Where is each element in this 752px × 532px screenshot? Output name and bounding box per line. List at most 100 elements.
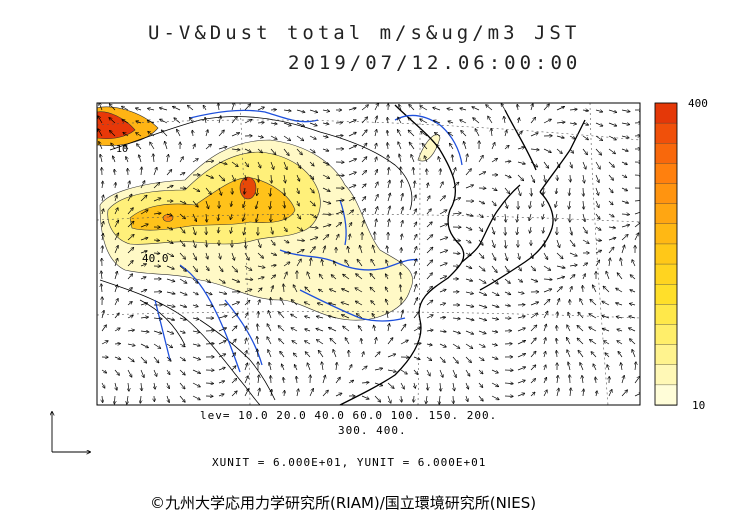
wind-vector: [570, 161, 572, 168]
wind-vector: [569, 148, 573, 153]
wind-vector: [530, 118, 535, 124]
wind-vector: [621, 110, 630, 112]
wind-vector: [257, 161, 261, 168]
wind-vector: [452, 369, 456, 377]
wind-vector: [635, 362, 636, 371]
wind-vector: [517, 147, 524, 149]
colorbar-segment: [654, 143, 678, 165]
wind-vector: [370, 274, 376, 280]
wind-vector: [179, 173, 185, 175]
wind-vector: [413, 369, 418, 374]
wind-vector: [341, 302, 350, 306]
wind-vector: [634, 377, 640, 384]
wind-vector: [387, 370, 396, 372]
wind-vector: [127, 302, 132, 306]
wind-vector: [478, 226, 483, 231]
wind-vector: [517, 292, 524, 293]
wind-vector: [491, 252, 496, 260]
wind-vector: [361, 130, 367, 137]
wind-vector: [101, 271, 102, 280]
wind-vector: [386, 274, 388, 280]
wind-vector: [437, 145, 441, 150]
wind-vector: [629, 328, 636, 332]
wind-vector: [530, 161, 537, 167]
wind-vector: [426, 344, 432, 345]
wind-vector: [542, 200, 544, 206]
wind-vector: [114, 357, 121, 359]
wind-vector: [218, 341, 226, 345]
wind-vector: [420, 119, 428, 124]
wind-vector: [192, 382, 200, 387]
wind-vector: [465, 317, 474, 320]
wind-vector: [531, 252, 533, 258]
wind-vector: [309, 122, 317, 126]
wind-vector: [296, 226, 303, 231]
wind-vector: [258, 375, 259, 384]
wind-vector: [335, 393, 342, 397]
wind-vector: [206, 252, 208, 259]
wind-vector: [621, 245, 625, 254]
wind-vector: [244, 363, 247, 371]
wind-vector: [374, 207, 378, 215]
wind-vector: [517, 187, 521, 196]
wind-vector: [595, 226, 601, 230]
wind-vector: [140, 238, 148, 241]
wind-vector: [348, 133, 356, 137]
wind-vector: [475, 129, 480, 137]
wind-vector: [140, 181, 145, 189]
wind-vector: [257, 187, 258, 195]
wind-vector: [629, 316, 636, 318]
wind-vector: [114, 328, 120, 332]
wind-vector: [530, 133, 538, 137]
wind-vector: [231, 226, 232, 233]
wind-vector: [114, 299, 118, 306]
wind-vector: [205, 187, 211, 194]
wind-vector: [452, 318, 460, 319]
wind-vector: [373, 245, 376, 254]
wind-vector: [375, 157, 377, 163]
wind-vector: [413, 259, 416, 267]
wind-vector: [101, 325, 106, 332]
wind-vector: [452, 213, 461, 214]
wind-vector: [452, 343, 460, 348]
wind-vector: [556, 252, 563, 259]
wind-vector: [114, 272, 117, 280]
wind-vector: [148, 108, 155, 110]
wind-vector: [544, 338, 546, 345]
wind-vector: [335, 235, 339, 241]
wind-vector: [153, 213, 161, 214]
wind-vector: [316, 329, 324, 332]
wind-vector: [284, 213, 286, 220]
wind-vector: [556, 266, 565, 268]
wind-vector: [192, 278, 198, 283]
wind-vector: [127, 194, 132, 202]
wind-vector: [334, 261, 336, 267]
wind-vector: [466, 154, 467, 163]
wind-vector: [452, 253, 460, 254]
wind-vector: [278, 326, 285, 332]
wind-vector: [491, 265, 497, 272]
wind-vector: [580, 363, 584, 371]
wind-vector: [530, 278, 537, 282]
wind-vector: [137, 144, 142, 150]
wind-vector: [621, 235, 628, 241]
wind-vector: [283, 272, 287, 280]
wind-vector: [98, 116, 103, 124]
wind-vector: [284, 200, 285, 208]
wind-vector: [219, 116, 221, 124]
wind-vector: [179, 331, 185, 333]
wind-vector: [268, 311, 272, 319]
wind-vector: [322, 136, 328, 137]
wind-vector: [139, 155, 142, 163]
wind-vector: [398, 142, 402, 150]
wind-vector: [179, 239, 185, 246]
wind-vector: [567, 338, 571, 345]
wind-vector: [270, 148, 276, 154]
wind-vector: [174, 118, 181, 124]
wind-vector: [621, 136, 629, 138]
wind-vector: [543, 161, 548, 168]
wind-vector: [296, 174, 299, 181]
wind-vector: [544, 352, 546, 358]
wind-vector: [452, 155, 453, 163]
